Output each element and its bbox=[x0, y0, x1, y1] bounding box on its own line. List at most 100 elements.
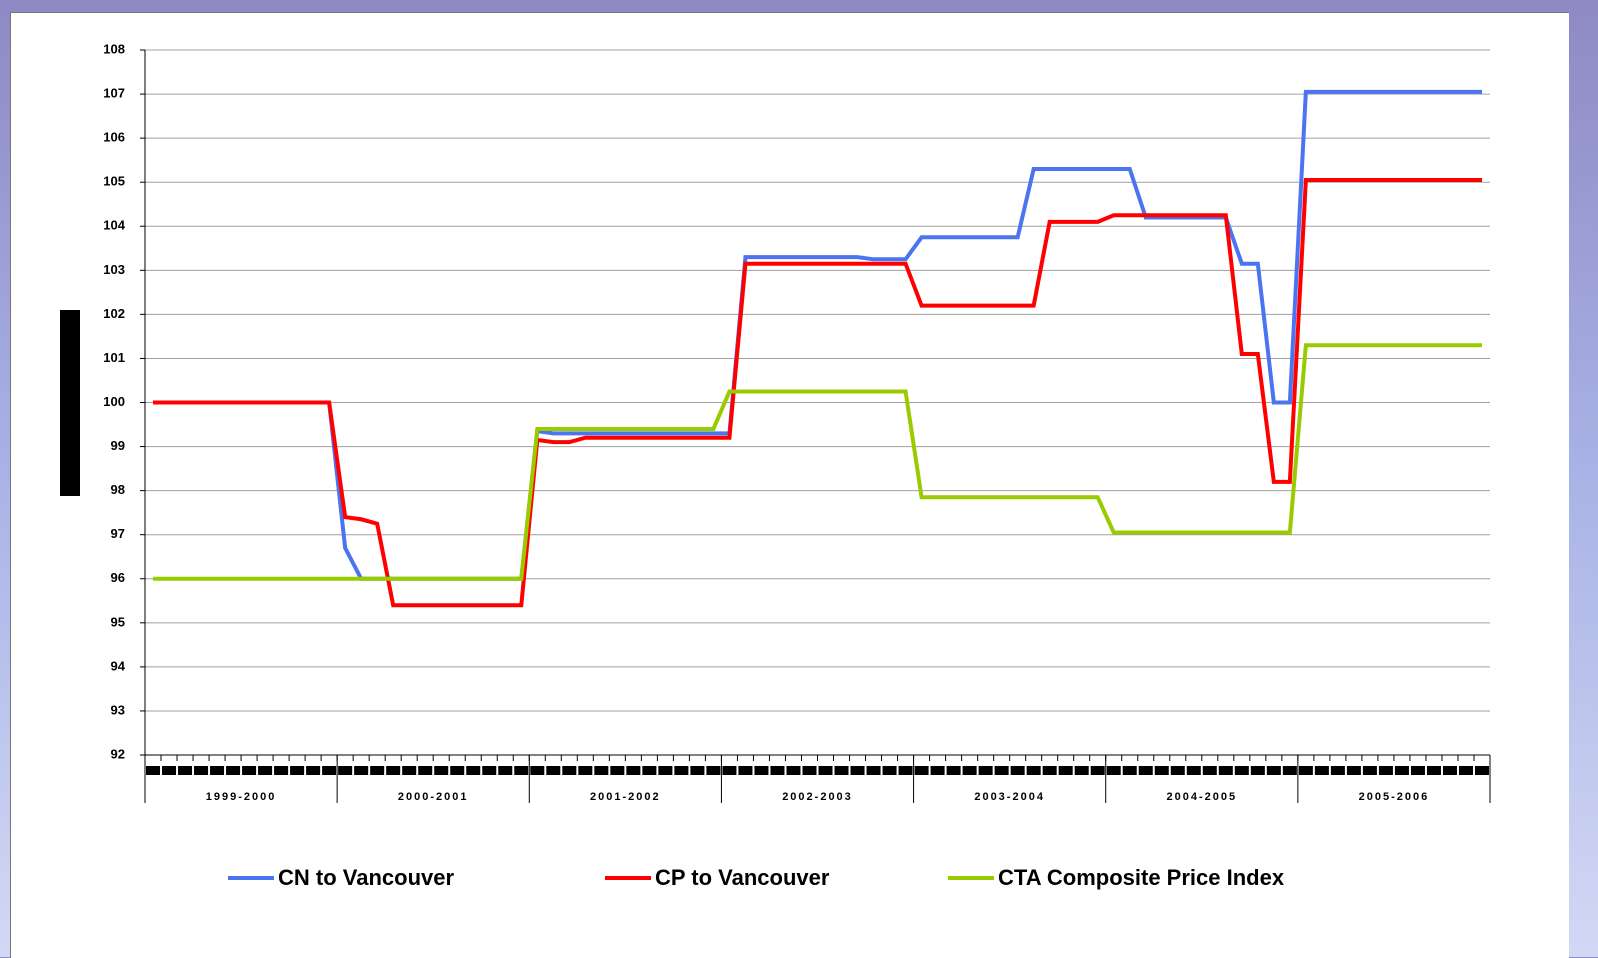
y-tick-label: 107 bbox=[103, 86, 125, 101]
x-label-block bbox=[674, 766, 689, 775]
y-tick-label: 98 bbox=[111, 482, 125, 497]
x-label-block bbox=[1474, 766, 1489, 775]
x-label-block bbox=[834, 766, 849, 775]
x-label-block bbox=[1170, 766, 1185, 775]
legend-label: CTA Composite Price Index bbox=[998, 865, 1285, 890]
x-label-block bbox=[594, 766, 609, 775]
x-label-block bbox=[530, 766, 545, 775]
x-label-block bbox=[226, 766, 241, 775]
x-label-block bbox=[466, 766, 481, 775]
panel bbox=[10, 12, 1569, 958]
x-group-label: 2001-2002 bbox=[590, 791, 661, 803]
x-label-block bbox=[290, 766, 305, 775]
x-label-block bbox=[1378, 766, 1393, 775]
x-label-block bbox=[338, 766, 353, 775]
x-label-block bbox=[274, 766, 289, 775]
y-tick-label: 94 bbox=[111, 658, 126, 673]
x-label-block bbox=[642, 766, 657, 775]
x-label-block bbox=[962, 766, 977, 775]
x-group-label: 2004-2005 bbox=[1166, 791, 1237, 803]
y-tick-label: 102 bbox=[103, 306, 125, 321]
x-label-block bbox=[146, 766, 161, 775]
x-label-block bbox=[658, 766, 673, 775]
x-label-block bbox=[802, 766, 817, 775]
x-label-block bbox=[1362, 766, 1377, 775]
x-label-block bbox=[1394, 766, 1409, 775]
x-label-block bbox=[1122, 766, 1137, 775]
x-label-block bbox=[322, 766, 337, 775]
x-label-block bbox=[818, 766, 833, 775]
x-label-block bbox=[1074, 766, 1089, 775]
x-label-block bbox=[210, 766, 225, 775]
x-label-block bbox=[1234, 766, 1249, 775]
x-label-block bbox=[1138, 766, 1153, 775]
x-label-block bbox=[946, 766, 961, 775]
y-tick-label: 106 bbox=[103, 130, 125, 145]
x-label-block bbox=[1202, 766, 1217, 775]
x-label-block bbox=[706, 766, 721, 775]
x-label-block bbox=[386, 766, 401, 775]
x-label-block bbox=[722, 766, 737, 775]
y-tick-label: 92 bbox=[111, 746, 125, 761]
x-label-block bbox=[1106, 766, 1121, 775]
x-label-block bbox=[1330, 766, 1345, 775]
x-label-block bbox=[738, 766, 753, 775]
x-label-block bbox=[434, 766, 449, 775]
x-label-block bbox=[1346, 766, 1361, 775]
y-tick-label: 93 bbox=[111, 702, 125, 717]
x-label-block bbox=[194, 766, 209, 775]
x-label-block bbox=[1026, 766, 1041, 775]
x-label-block bbox=[914, 766, 929, 775]
x-label-block bbox=[978, 766, 993, 775]
x-label-block bbox=[1154, 766, 1169, 775]
legend-label: CP to Vancouver bbox=[655, 865, 830, 890]
x-label-block bbox=[1458, 766, 1473, 775]
x-label-block bbox=[690, 766, 705, 775]
x-label-block bbox=[1186, 766, 1201, 775]
x-label-block bbox=[482, 766, 497, 775]
x-label-block bbox=[1058, 766, 1073, 775]
x-label-block bbox=[1442, 766, 1457, 775]
y-tick-label: 105 bbox=[103, 174, 125, 189]
x-label-block bbox=[1250, 766, 1265, 775]
x-label-block bbox=[786, 766, 801, 775]
x-group-label: 2005-2006 bbox=[1359, 791, 1430, 803]
y-tick-label: 99 bbox=[111, 438, 125, 453]
x-label-block bbox=[898, 766, 913, 775]
x-label-block bbox=[546, 766, 561, 775]
x-label-block bbox=[162, 766, 177, 775]
x-group-label: 2003-2004 bbox=[974, 791, 1045, 803]
x-label-block bbox=[1010, 766, 1025, 775]
y-tick-label: 100 bbox=[103, 394, 125, 409]
x-group-label: 2002-2003 bbox=[782, 791, 853, 803]
x-label-block bbox=[930, 766, 945, 775]
x-label-block bbox=[770, 766, 785, 775]
x-label-block bbox=[178, 766, 193, 775]
legend-label: CN to Vancouver bbox=[278, 865, 454, 890]
x-label-block bbox=[562, 766, 577, 775]
x-label-block bbox=[450, 766, 465, 775]
data-line bbox=[153, 89, 1482, 581]
data-line bbox=[153, 177, 1482, 608]
x-label-block bbox=[354, 766, 369, 775]
x-label-block bbox=[1314, 766, 1329, 775]
y-axis-label-block bbox=[60, 310, 80, 496]
x-label-block bbox=[514, 766, 529, 775]
x-label-block bbox=[1042, 766, 1057, 775]
x-label-block bbox=[402, 766, 417, 775]
x-label-block bbox=[370, 766, 385, 775]
x-label-block bbox=[882, 766, 897, 775]
x-label-block bbox=[754, 766, 769, 775]
x-label-block bbox=[1298, 766, 1313, 775]
y-tick-label: 95 bbox=[111, 614, 125, 629]
y-tick-label: 104 bbox=[103, 218, 125, 233]
data-line bbox=[153, 343, 1482, 581]
x-label-block bbox=[1218, 766, 1233, 775]
x-group-label: 2000-2001 bbox=[398, 791, 469, 803]
x-label-block bbox=[1426, 766, 1441, 775]
x-label-block bbox=[578, 766, 593, 775]
x-label-block bbox=[1282, 766, 1297, 775]
y-tick-label: 101 bbox=[103, 350, 125, 365]
x-label-block bbox=[1410, 766, 1425, 775]
